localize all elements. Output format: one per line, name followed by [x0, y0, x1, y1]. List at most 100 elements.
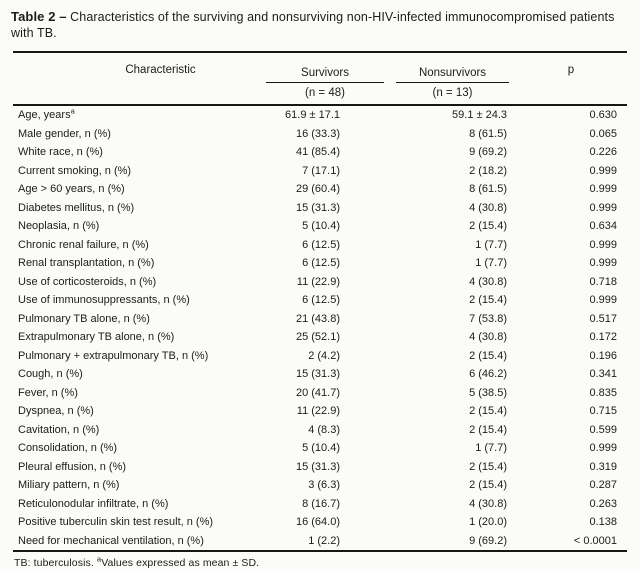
p-value: < 0.0001 — [573, 534, 617, 547]
nonsurvivors-value: 1 (20.0) — [469, 516, 507, 529]
characteristic-label: Fever, n (%) — [18, 386, 78, 399]
survivors-value: 25 (52.1) — [295, 331, 340, 344]
survivors-value: 16 (64.0) — [295, 516, 340, 529]
nonsurvivors-value: 4 (30.8) — [469, 497, 507, 510]
nonsurvivors-value: 9 (69.2) — [469, 146, 507, 159]
nonsurvivors-value: 8 (61.5) — [469, 127, 507, 140]
table-row: Consolidation, n (%) 5 (10.4) 1 (7.7) 0.… — [13, 439, 627, 458]
header-row-1: Characteristic Survivors Nonsurvivors p — [13, 52, 627, 83]
survivors-value: 7 (17.1) — [302, 164, 340, 177]
column-header-survivors: Survivors — [260, 52, 390, 83]
survivors-value: 15 (31.3) — [295, 201, 340, 214]
survivors-value: 6 (12.5) — [302, 294, 340, 307]
table-row: Age, yearsa 61.9 ± 17.1 59.1 ± 24.3 0.63… — [13, 105, 627, 125]
table-row: Positive tuberculin skin test result, n … — [13, 513, 627, 532]
survivors-value: 15 (31.3) — [295, 368, 340, 381]
characteristic-label: Pulmonary + extrapulmonary TB, n (%) — [18, 349, 209, 362]
table-row: Cavitation, n (%) 4 (8.3) 2 (15.4) 0.599 — [13, 421, 627, 440]
characteristic-label: Male gender, n (%) — [18, 127, 111, 140]
table-row: Dyspnea, n (%) 11 (22.9) 2 (15.4) 0.715 — [13, 402, 627, 421]
p-value: 0.999 — [589, 442, 617, 455]
table-row: Miliary pattern, n (%) 3 (6.3) 2 (15.4) … — [13, 476, 627, 495]
p-value: 0.517 — [589, 312, 617, 325]
nonsurvivors-n-count: (n = 13) — [432, 86, 473, 99]
table-row: Current smoking, n (%) 7 (17.1) 2 (18.2)… — [13, 162, 627, 181]
nonsurvivors-value: 2 (18.2) — [469, 164, 507, 177]
nonsurvivors-value: 59.1 ± 24.3 — [452, 109, 507, 122]
table-row: Fever, n (%) 20 (41.7) 5 (38.5) 0.835 — [13, 384, 627, 403]
p-value: 0.065 — [589, 127, 617, 140]
column-header-nonsurvivors: Nonsurvivors — [390, 52, 515, 83]
column-header-survivors-label: Survivors — [266, 67, 384, 83]
nonsurvivors-value: 4 (30.8) — [469, 331, 507, 344]
characteristic-label: Neoplasia, n (%) — [18, 220, 100, 233]
characteristic-label: White race, n (%) — [18, 146, 103, 159]
characteristics-table: Characteristic Survivors Nonsurvivors p … — [13, 51, 627, 552]
survivors-value: 2 (4.2) — [308, 349, 340, 362]
table-row: Diabetes mellitus, n (%) 15 (31.3) 4 (30… — [13, 199, 627, 218]
p-value: 0.715 — [589, 405, 617, 418]
characteristic-label: Diabetes mellitus, n (%) — [18, 201, 135, 214]
characteristic-label: Dyspnea, n (%) — [18, 405, 94, 418]
table-number-label: Table 2 – — [11, 9, 67, 24]
characteristic-label: Reticulonodular infiltrate, n (%) — [18, 497, 169, 510]
table-row: Need for mechanical ventilation, n (%) 1… — [13, 532, 627, 552]
characteristic-label: Age, yearsa — [18, 106, 75, 122]
characteristic-label: Pulmonary TB alone, n (%) — [18, 312, 150, 325]
column-header-characteristic: Characteristic — [125, 64, 196, 76]
nonsurvivors-value: 9 (69.2) — [469, 534, 507, 547]
nonsurvivors-value: 2 (15.4) — [469, 405, 507, 418]
table-row: Use of immunosuppressants, n (%) 6 (12.5… — [13, 291, 627, 310]
characteristic-label: Pleural effusion, n (%) — [18, 460, 127, 473]
header-empty-cell — [13, 83, 260, 105]
p-value: 0.226 — [589, 146, 617, 159]
characteristic-label: Age > 60 years, n (%) — [18, 183, 125, 196]
survivors-value: 29 (60.4) — [295, 183, 340, 196]
nonsurvivors-value: 2 (15.4) — [469, 479, 507, 492]
characteristic-label: Use of corticosteroids, n (%) — [18, 275, 157, 288]
characteristic-label: Extrapulmonary TB alone, n (%) — [18, 331, 175, 344]
p-value: 0.999 — [589, 201, 617, 214]
survivors-value: 5 (10.4) — [302, 220, 340, 233]
table-row: White race, n (%) 41 (85.4) 9 (69.2) 0.2… — [13, 143, 627, 162]
nonsurvivors-value: 8 (61.5) — [469, 183, 507, 196]
p-value: 0.196 — [589, 349, 617, 362]
characteristic-label: Positive tuberculin skin test result, n … — [18, 516, 214, 529]
table-row: Chronic renal failure, n (%) 6 (12.5) 1 … — [13, 236, 627, 255]
survivors-value: 16 (33.3) — [295, 127, 340, 140]
header-row-2: (n = 48) (n = 13) — [13, 83, 627, 105]
p-value: 0.599 — [589, 423, 617, 436]
survivors-value: 21 (43.8) — [295, 312, 340, 325]
p-value: 0.999 — [589, 164, 617, 177]
survivors-n-count: (n = 48) — [305, 86, 345, 99]
characteristic-label: Need for mechanical ventilation, n (%) — [18, 534, 204, 547]
table-row: Reticulonodular infiltrate, n (%) 8 (16.… — [13, 495, 627, 514]
header-empty-cell — [515, 83, 627, 105]
table-row: Neoplasia, n (%) 5 (10.4) 2 (15.4) 0.634 — [13, 217, 627, 236]
column-header-p: p — [567, 64, 575, 76]
table-row: Pulmonary + extrapulmonary TB, n (%) 2 (… — [13, 347, 627, 366]
survivors-value: 8 (16.7) — [302, 497, 340, 510]
nonsurvivors-value: 4 (30.8) — [469, 275, 507, 288]
p-value: 0.999 — [589, 238, 617, 251]
p-value: 0.999 — [589, 257, 617, 270]
nonsurvivors-value: 1 (7.7) — [475, 257, 507, 270]
survivors-value: 20 (41.7) — [295, 386, 340, 399]
nonsurvivors-value: 2 (15.4) — [469, 349, 507, 362]
p-value: 0.999 — [589, 183, 617, 196]
nonsurvivors-value: 6 (46.2) — [469, 368, 507, 381]
survivors-value: 4 (8.3) — [308, 423, 340, 436]
p-value: 0.138 — [589, 516, 617, 529]
footnote-marker: a — [70, 106, 75, 116]
nonsurvivors-value: 2 (15.4) — [469, 220, 507, 233]
nonsurvivors-value: 7 (53.8) — [469, 312, 507, 325]
nonsurvivors-value: 1 (7.7) — [475, 442, 507, 455]
p-value: 0.718 — [589, 275, 617, 288]
survivors-value: 11 (22.9) — [296, 275, 340, 288]
survivors-value: 1 (2.2) — [308, 534, 340, 547]
nonsurvivors-value: 2 (15.4) — [469, 294, 507, 307]
survivors-value: 41 (85.4) — [295, 146, 340, 159]
nonsurvivors-value: 4 (30.8) — [469, 201, 507, 214]
p-value: 0.287 — [589, 479, 617, 492]
characteristic-label: Consolidation, n (%) — [18, 442, 118, 455]
